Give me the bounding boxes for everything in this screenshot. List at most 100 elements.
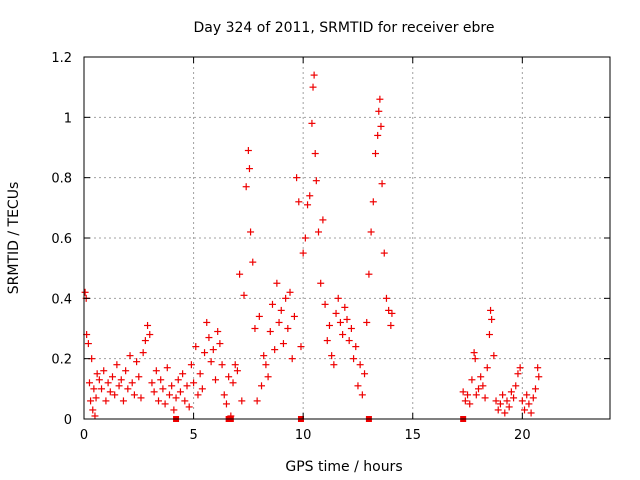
data-point bbox=[229, 379, 237, 387]
data-point bbox=[181, 397, 189, 405]
data-point bbox=[216, 340, 224, 348]
data-point bbox=[106, 388, 114, 396]
data-point bbox=[218, 361, 226, 369]
y-tick-label: 0.4 bbox=[51, 292, 72, 307]
data-point bbox=[466, 400, 474, 408]
data-point bbox=[81, 288, 89, 296]
data-point bbox=[490, 352, 498, 360]
axis-ticks: 0 5 10 15 20 0 0.2 0.4 0.6 0.8 1 1.2 bbox=[51, 51, 610, 443]
data-point bbox=[387, 321, 395, 329]
data-point bbox=[385, 306, 393, 314]
data-point bbox=[459, 388, 467, 396]
data-point bbox=[144, 321, 152, 329]
data-point bbox=[126, 352, 134, 360]
data-point bbox=[507, 388, 515, 396]
data-point bbox=[297, 343, 305, 351]
x-tick-label: 0 bbox=[80, 428, 88, 443]
data-point bbox=[152, 367, 160, 375]
data-point bbox=[251, 325, 259, 332]
data-point bbox=[375, 107, 383, 115]
data-point bbox=[464, 391, 472, 399]
data-point bbox=[378, 180, 386, 188]
data-point bbox=[306, 192, 314, 200]
data-point bbox=[310, 71, 318, 79]
data-point bbox=[380, 249, 388, 257]
data-point bbox=[286, 288, 294, 296]
y-tick-label: 0.2 bbox=[51, 353, 72, 368]
data-point bbox=[315, 228, 323, 236]
data-point bbox=[483, 364, 491, 372]
data-point bbox=[301, 234, 309, 242]
data-point bbox=[492, 397, 500, 405]
data-point bbox=[225, 373, 233, 381]
data-point bbox=[111, 391, 119, 399]
data-point bbox=[510, 394, 518, 402]
data-point bbox=[139, 349, 147, 357]
data-point bbox=[130, 391, 138, 399]
data-point bbox=[284, 325, 292, 332]
data-point bbox=[244, 147, 252, 155]
data-point bbox=[255, 312, 263, 320]
data-point bbox=[183, 382, 191, 390]
data-point bbox=[185, 403, 193, 411]
data-point bbox=[148, 379, 156, 387]
data-points bbox=[81, 71, 543, 422]
data-point bbox=[122, 367, 130, 375]
data-point bbox=[93, 370, 101, 378]
data-point bbox=[299, 249, 307, 257]
data-point bbox=[89, 406, 97, 414]
data-point bbox=[341, 303, 349, 311]
data-point bbox=[137, 394, 145, 402]
data-point bbox=[319, 216, 327, 224]
data-point bbox=[266, 328, 274, 336]
data-point bbox=[325, 321, 333, 329]
data-point bbox=[253, 397, 261, 405]
data-point bbox=[113, 361, 121, 369]
x-tick-label: 5 bbox=[189, 428, 197, 443]
data-point bbox=[209, 346, 217, 354]
data-point bbox=[481, 394, 489, 402]
data-point bbox=[295, 198, 303, 206]
data-point bbox=[471, 355, 479, 363]
data-point bbox=[247, 228, 255, 236]
data-point bbox=[92, 394, 100, 402]
x-tick-label: 10 bbox=[295, 428, 312, 443]
chart-title: Day 324 of 2011, SRMTID for receiver ebr… bbox=[194, 20, 495, 36]
data-point bbox=[475, 385, 482, 393]
data-point bbox=[141, 337, 149, 345]
data-point bbox=[146, 331, 154, 339]
data-point bbox=[159, 385, 167, 393]
data-point bbox=[371, 150, 379, 158]
data-point bbox=[196, 370, 204, 378]
data-point bbox=[260, 352, 268, 360]
data-point bbox=[516, 364, 524, 372]
data-point bbox=[135, 373, 143, 381]
data-point bbox=[176, 388, 184, 396]
x-tick-label: 20 bbox=[514, 428, 531, 443]
data-point bbox=[350, 355, 358, 363]
data-point bbox=[282, 294, 290, 302]
data-point bbox=[205, 334, 213, 342]
data-point bbox=[311, 150, 319, 158]
data-point bbox=[279, 340, 287, 348]
data-point bbox=[95, 376, 103, 384]
plot-frame bbox=[83, 56, 611, 420]
data-point bbox=[220, 391, 228, 399]
data-point bbox=[249, 258, 257, 266]
data-point bbox=[494, 406, 502, 414]
data-point bbox=[501, 409, 509, 417]
data-point bbox=[222, 400, 230, 408]
data-point bbox=[312, 177, 320, 185]
data-point bbox=[87, 397, 95, 405]
data-point bbox=[293, 174, 301, 182]
data-point bbox=[242, 183, 250, 191]
data-point bbox=[264, 373, 272, 381]
data-point bbox=[104, 379, 112, 387]
data-point bbox=[336, 318, 344, 326]
data-point bbox=[521, 406, 529, 414]
data-point bbox=[369, 198, 377, 206]
data-point bbox=[339, 331, 347, 339]
data-point bbox=[488, 315, 496, 323]
data-point bbox=[190, 379, 198, 387]
